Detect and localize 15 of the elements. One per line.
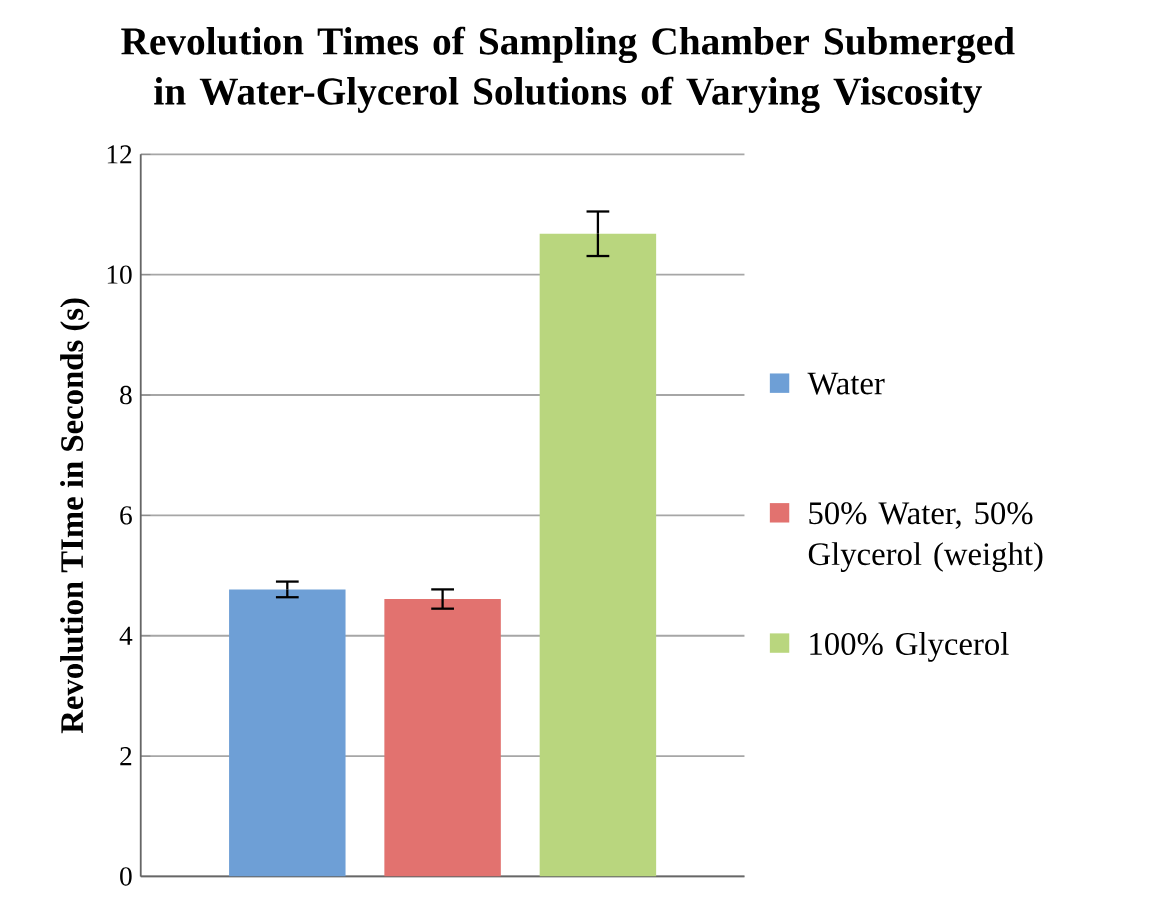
chart-title: Revolution Times of Sampling Chamber Submerged in Water-Glycerol Solutions of Varying Viscosity [121, 26, 1015, 114]
legend-label: Water [807, 372, 885, 395]
legend-label: 100% Glycerol [810, 632, 1009, 662]
y-tick-label: 0 [120, 867, 132, 886]
y-tick-label: 10 [107, 265, 132, 285]
y-tick-label: 12 [107, 145, 132, 164]
bar [539, 233, 657, 877]
y-tick-label: 2 [120, 747, 132, 766]
legend-label: 50% Water, 50% Glycerol (weight) [808, 502, 1043, 573]
y-axis-title: Revolution TIme in Seconds (s) [60, 298, 90, 734]
bar [229, 589, 346, 877]
y-tick-label: 4 [119, 626, 133, 645]
y-tick-label: 8 [120, 386, 132, 405]
bar [384, 599, 501, 877]
y-tick-label: 6 [120, 506, 132, 525]
